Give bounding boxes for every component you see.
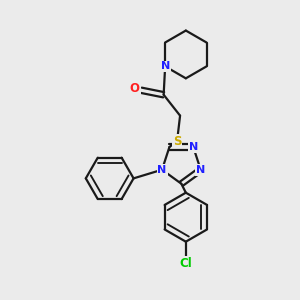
Text: N: N <box>158 165 167 175</box>
Text: N: N <box>189 142 198 152</box>
Text: N: N <box>196 165 205 175</box>
Text: S: S <box>173 134 181 148</box>
Text: Cl: Cl <box>179 257 192 270</box>
Text: O: O <box>130 82 140 95</box>
Text: N: N <box>160 61 170 71</box>
